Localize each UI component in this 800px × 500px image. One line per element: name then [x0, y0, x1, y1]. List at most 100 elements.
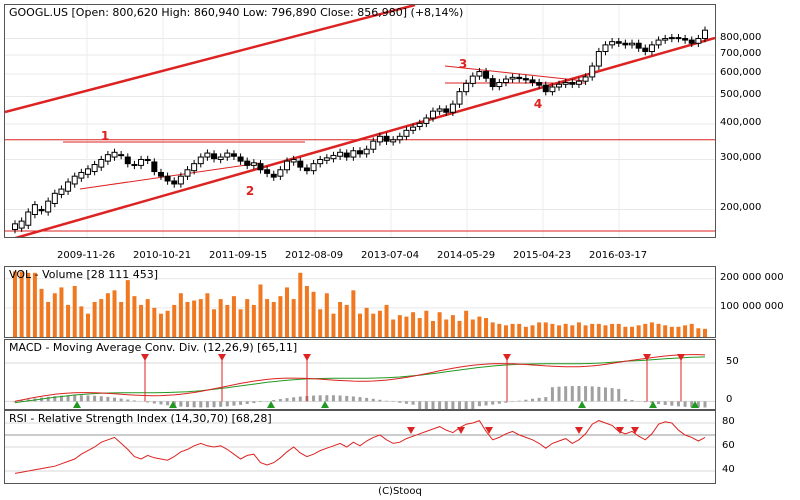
candle-body — [449, 103, 456, 113]
volume-bar — [59, 287, 64, 337]
candle-body — [31, 204, 38, 216]
volume-bar — [430, 320, 435, 337]
candle-body — [310, 163, 317, 172]
volume-bar — [530, 325, 535, 337]
volume-bar — [205, 293, 210, 337]
price-x-tick: 2010-10-21 — [133, 250, 192, 261]
volume-bar — [178, 293, 183, 337]
candle-body — [416, 122, 423, 127]
candle-body — [695, 38, 702, 44]
volume-bar — [185, 302, 190, 337]
volume-bar — [603, 325, 608, 337]
candle-body — [350, 150, 357, 158]
candle-body — [569, 82, 576, 85]
macd-histogram-bar — [146, 401, 150, 403]
macd-histogram-bar — [186, 401, 189, 408]
volume-y-tick: 100 000 000 — [720, 300, 784, 312]
macd-histogram-bar — [623, 399, 627, 402]
macd-histogram-bar — [365, 397, 369, 402]
candle-body — [595, 51, 602, 67]
rsi-sell-signal — [631, 427, 639, 434]
macd-panel: MACD - Moving Average Conv. Div. (12,26,… — [4, 339, 716, 410]
candle-body — [151, 161, 158, 173]
macd-histogram-bar — [371, 398, 375, 402]
candle-body — [197, 156, 204, 165]
macd-y-tick: 0 — [726, 394, 733, 406]
volume-bar — [271, 302, 276, 337]
macd-histogram-bar — [617, 388, 621, 402]
price-x-tick: 2015-04-23 — [513, 250, 572, 261]
volume-bar — [318, 309, 323, 337]
macd-histogram-bar — [331, 395, 335, 402]
volume-bar — [557, 325, 562, 337]
candle-body — [489, 78, 496, 88]
volume-bar — [523, 326, 528, 337]
candle-body — [522, 78, 529, 81]
macd-histogram-bar — [192, 401, 196, 408]
volume-bar — [46, 302, 51, 337]
volume-bar — [596, 323, 601, 337]
volume-bar — [285, 287, 290, 337]
macd-buy-signal — [649, 401, 657, 408]
macd-buy-signal — [691, 401, 699, 408]
macd-histogram-bar — [159, 401, 163, 405]
macd-histogram-bar — [643, 401, 647, 403]
volume-bar — [66, 304, 71, 337]
price-chart-title: GOOGL.US [Open: 800,620 High: 860,940 Lo… — [9, 6, 464, 19]
volume-y-tick: 200 000 000 — [720, 271, 784, 283]
macd-histogram-bar — [26, 399, 30, 402]
volume-bar — [13, 271, 17, 337]
candle-body — [71, 175, 78, 185]
candle-body — [177, 175, 184, 185]
candle-body — [157, 171, 164, 177]
candle-body — [38, 208, 45, 212]
macd-histogram-bar — [418, 401, 422, 409]
candle-body — [648, 44, 655, 53]
price-chart-panel: GOOGL.US [Open: 800,620 High: 860,940 Lo… — [4, 4, 716, 238]
macd-histogram-bar — [66, 395, 70, 402]
candle-body — [144, 158, 151, 161]
macd-histogram-bar — [119, 398, 123, 402]
volume-bar — [364, 307, 369, 337]
candle-body — [615, 41, 622, 44]
candle-body — [602, 44, 609, 53]
macd-line — [14, 354, 706, 402]
macd-histogram-bar — [338, 395, 342, 402]
macd-histogram-bar — [471, 401, 475, 409]
macd-histogram-bar — [398, 401, 402, 403]
pattern-annotation-3: 3 — [459, 57, 467, 71]
candle-body — [589, 65, 596, 78]
volume-bar — [696, 328, 701, 337]
candle-body — [516, 76, 523, 80]
macd-histogram-bar — [431, 401, 435, 409]
candle-body — [337, 151, 344, 157]
macd-histogram-bar — [577, 386, 581, 402]
macd-buy-signal — [267, 401, 275, 408]
volume-bar — [583, 325, 588, 337]
macd-histogram-bar — [318, 395, 322, 402]
macd-histogram-bar — [358, 397, 362, 402]
volume-bar — [616, 323, 621, 337]
candle-body — [376, 135, 383, 143]
candle-body — [556, 83, 563, 88]
volume-bar — [324, 293, 329, 337]
volume-bar — [371, 313, 376, 337]
volume-bar — [39, 288, 44, 337]
macd-sell-signal — [218, 354, 226, 361]
macd-histogram-bar — [484, 401, 488, 406]
macd-histogram-bar — [517, 400, 521, 402]
candle-body — [204, 152, 211, 158]
rsi-panel: RSI - Relative Strength Index (14,30,70)… — [4, 410, 716, 484]
candle-body — [317, 158, 324, 165]
macd-histogram-bar — [205, 401, 209, 408]
macd-histogram-bar — [531, 398, 534, 402]
volume-bar — [192, 300, 197, 337]
macd-histogram-bar — [683, 401, 687, 407]
candle-body — [390, 139, 397, 143]
upper-trend-line — [5, 5, 416, 114]
macd-histogram-bar — [225, 401, 229, 407]
macd-histogram-bar — [93, 395, 97, 402]
candle-body — [264, 169, 271, 174]
candle-body — [78, 171, 85, 179]
macd-histogram-bar — [252, 401, 256, 404]
